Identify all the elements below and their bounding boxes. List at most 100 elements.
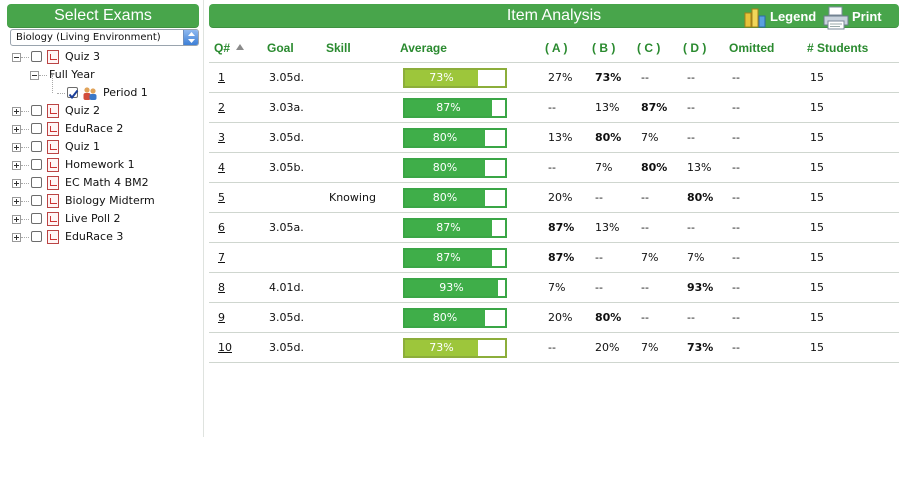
col-header-students[interactable]: # Students (807, 41, 869, 55)
col-header-q-label: Q# (214, 41, 231, 55)
tree-item[interactable]: Period 1 (10, 75, 202, 102)
cell-students: 15 (810, 341, 824, 354)
cell-b: -- (595, 191, 603, 204)
tree-item-label: EC Math 4 BM2 (65, 176, 149, 189)
tree-item-label: Period 1 (103, 86, 148, 99)
tree-item[interactable]: Quiz 1 (10, 138, 202, 156)
exam-file-icon (47, 212, 59, 226)
checkmark-icon (68, 89, 79, 100)
average-percent: 87% (436, 251, 461, 264)
average-bar: 87% (403, 218, 507, 238)
col-header-c[interactable]: ( C ) (637, 41, 661, 55)
cell-c: -- (641, 71, 649, 84)
tree-item[interactable]: Biology Midterm (10, 192, 202, 210)
tree-item[interactable]: EduRace 3 (10, 228, 202, 246)
average-bar: 73% (403, 68, 507, 88)
tree-item[interactable]: Homework 1 (10, 156, 202, 174)
col-header-goal[interactable]: Goal (267, 41, 294, 55)
cell-c: -- (641, 311, 649, 324)
question-link[interactable]: 5 (218, 191, 225, 204)
legend-label: Legend (770, 9, 817, 24)
tree-checkbox[interactable] (31, 51, 42, 62)
cell-d: 73% (687, 341, 714, 354)
table-row: 4 3.05b. -- 7% 80% 13% -- 15 80% (209, 152, 899, 182)
col-header-d[interactable]: ( D ) (683, 41, 707, 55)
tree-connector (57, 93, 65, 94)
tree-item-label: EduRace 3 (65, 230, 124, 243)
col-header-a[interactable]: ( A ) (545, 41, 568, 55)
item-analysis-header: Item Analysis (209, 4, 899, 28)
cell-b: 13% (595, 101, 620, 114)
expand-icon[interactable] (12, 215, 21, 224)
question-link[interactable]: 9 (218, 311, 225, 324)
col-header-q[interactable]: Q# (214, 34, 245, 62)
cell-omitted: -- (732, 251, 740, 264)
question-link[interactable]: 4 (218, 161, 225, 174)
tree-checkbox[interactable] (31, 231, 42, 242)
expand-icon[interactable] (12, 107, 21, 116)
print-label: Print (852, 9, 882, 24)
tree-checkbox[interactable] (31, 141, 42, 152)
expand-icon[interactable] (12, 233, 21, 242)
cell-d: 93% (687, 281, 714, 294)
expand-icon[interactable] (12, 161, 21, 170)
average-bar: 80% (403, 188, 507, 208)
question-link[interactable]: 6 (218, 221, 225, 234)
expand-icon[interactable] (12, 179, 21, 188)
average-percent: 80% (432, 131, 458, 144)
subject-dropdown[interactable]: Biology (Living Environment) (10, 29, 199, 46)
exam-file-icon (47, 194, 59, 208)
cell-a: 27% (548, 71, 573, 84)
cell-students: 15 (810, 161, 824, 174)
tree-checkbox[interactable] (31, 105, 42, 116)
expand-icon[interactable] (12, 125, 21, 134)
cell-b: -- (595, 251, 603, 264)
tree-checkbox[interactable] (31, 213, 42, 224)
cell-students: 15 (810, 221, 824, 234)
tree-connector (39, 75, 47, 76)
col-header-average[interactable]: Average (400, 41, 447, 55)
collapse-icon[interactable] (12, 53, 21, 62)
col-header-omitted[interactable]: Omitted (729, 41, 775, 55)
cell-goal: 3.05d. (269, 341, 304, 354)
question-link[interactable]: 7 (218, 251, 225, 264)
exam-file-icon (47, 158, 59, 172)
question-link[interactable]: 10 (218, 341, 232, 354)
question-link[interactable]: 8 (218, 281, 225, 294)
tree-item[interactable]: Live Poll 2 (10, 210, 202, 228)
tree-item-label: Quiz 3 (65, 50, 100, 63)
cell-d: 80% (687, 191, 714, 204)
exam-tree: Quiz 3 Full Year Period 1 Quiz 2 EduRace 2 Qu… (10, 48, 202, 246)
tree-item[interactable]: EC Math 4 BM2 (10, 174, 202, 192)
col-header-b[interactable]: ( B ) (592, 41, 616, 55)
cell-a: 87% (548, 221, 575, 234)
tree-item[interactable]: Full Year (10, 66, 202, 84)
expand-icon[interactable] (12, 143, 21, 152)
sort-ascending-icon[interactable] (236, 44, 245, 50)
question-link[interactable]: 3 (218, 131, 225, 144)
dropdown-arrows-icon[interactable] (183, 30, 198, 45)
tree-item[interactable]: Quiz 2 (10, 102, 202, 120)
tree-checkbox[interactable] (67, 87, 79, 100)
tree-checkbox[interactable] (31, 123, 42, 134)
expand-icon[interactable] (12, 197, 21, 206)
table-row: 2 3.03a. -- 13% 87% -- -- 15 87% (209, 92, 899, 122)
collapse-icon[interactable] (30, 71, 39, 80)
cell-c: 80% (641, 161, 668, 174)
tree-checkbox[interactable] (31, 177, 42, 188)
table-row: 3 3.05d. 13% 80% 7% -- -- 15 80% (209, 122, 899, 152)
tree-item[interactable]: Quiz 3 (10, 48, 202, 66)
tree-checkbox[interactable] (31, 159, 42, 170)
tree-connector (52, 75, 53, 93)
cell-omitted: -- (732, 161, 740, 174)
question-link[interactable]: 1 (218, 71, 225, 84)
cell-a: 20% (548, 311, 573, 324)
average-percent: 80% (432, 311, 458, 324)
col-header-skill[interactable]: Skill (326, 41, 351, 55)
cell-omitted: -- (732, 101, 740, 114)
tree-item[interactable]: EduRace 2 (10, 120, 202, 138)
tree-checkbox[interactable] (31, 195, 42, 206)
question-link[interactable]: 2 (218, 101, 225, 114)
average-percent: 80% (432, 191, 458, 204)
average-bar-fill (405, 250, 492, 266)
